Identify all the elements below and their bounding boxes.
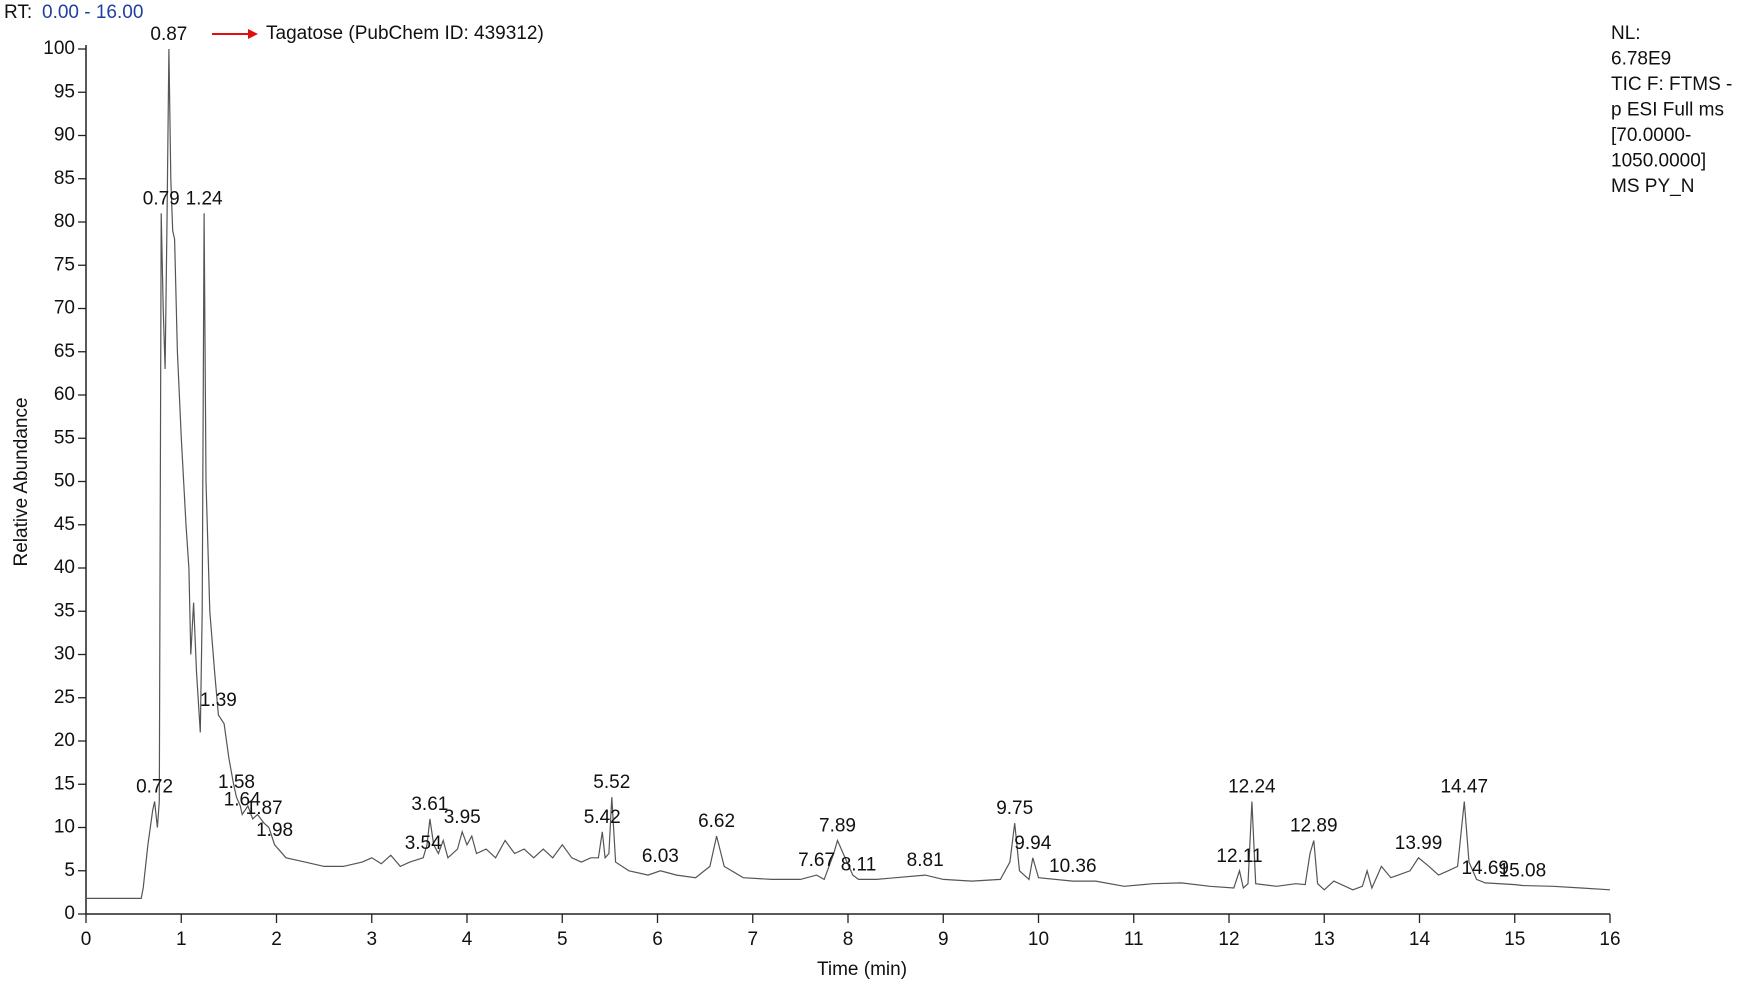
y-tick-label: 70 bbox=[54, 298, 75, 319]
peak-label: 14.69 bbox=[1461, 858, 1509, 879]
peak-label: 5.42 bbox=[584, 807, 621, 828]
x-tick-label: 11 bbox=[1124, 929, 1144, 950]
y-tick-label: 100 bbox=[43, 38, 75, 59]
y-axis-label: Relative Abundance bbox=[11, 397, 32, 566]
peak-label: 5.52 bbox=[593, 772, 630, 793]
y-tick-label: 50 bbox=[54, 471, 75, 492]
peak-label: 7.89 bbox=[819, 815, 856, 836]
annotation: Tagatose (PubChem ID: 439312) bbox=[266, 23, 544, 44]
peak-label: 10.36 bbox=[1049, 856, 1097, 877]
y-tick-label: 0 bbox=[64, 903, 75, 924]
rt-range: 0.00 - 16.00 bbox=[42, 2, 143, 23]
peak-label: 0.79 bbox=[143, 188, 180, 209]
peak-label: 6.03 bbox=[642, 846, 679, 867]
x-tick-label: 8 bbox=[843, 929, 854, 950]
peak-label: 0.72 bbox=[136, 777, 173, 798]
x-tick-label: 3 bbox=[366, 929, 377, 950]
peak-label: 1.58 bbox=[218, 772, 255, 793]
peak-label: 12.89 bbox=[1290, 815, 1338, 836]
peak-label: 1.39 bbox=[200, 690, 237, 711]
x-tick-label: 13 bbox=[1314, 929, 1335, 950]
y-tick-label: 95 bbox=[54, 81, 75, 102]
y-tick-label: 35 bbox=[54, 600, 75, 621]
annotation-arrowhead bbox=[248, 29, 258, 39]
y-tick-label: 15 bbox=[54, 773, 75, 794]
info-line: p ESI Full ms bbox=[1611, 100, 1724, 121]
peak-label: 3.61 bbox=[411, 794, 448, 815]
x-tick-label: 2 bbox=[271, 929, 282, 950]
x-tick-label: 16 bbox=[1599, 929, 1620, 950]
y-tick-label: 5 bbox=[64, 860, 75, 881]
y-tick-label: 90 bbox=[54, 125, 75, 146]
trace bbox=[86, 48, 1611, 899]
x-tick-label: 9 bbox=[938, 929, 949, 950]
peak-label: 3.95 bbox=[444, 807, 481, 828]
y-tick-label: 10 bbox=[54, 817, 75, 838]
x-axis-label: Time (min) bbox=[817, 959, 907, 980]
peak-label: 9.94 bbox=[1014, 833, 1051, 854]
y-tick-label: 25 bbox=[54, 687, 75, 708]
x-tick-label: 12 bbox=[1218, 929, 1239, 950]
x-tick-label: 1 bbox=[176, 929, 187, 950]
peak-label: 1.24 bbox=[186, 188, 223, 209]
rt-label: RT: bbox=[4, 2, 32, 23]
x-tick-label: 14 bbox=[1409, 929, 1431, 950]
peak-label: 13.99 bbox=[1395, 833, 1443, 854]
info-line: 1050.0000] bbox=[1611, 151, 1706, 172]
y-tick-label: 75 bbox=[54, 254, 75, 275]
peak-label: 14.47 bbox=[1440, 777, 1488, 798]
peak-label: 1.87 bbox=[246, 798, 283, 819]
y-tick-label: 65 bbox=[54, 341, 75, 362]
info-line: NL: bbox=[1611, 23, 1641, 44]
peak-label: 0.87 bbox=[150, 24, 187, 45]
x-tick-label: 15 bbox=[1504, 929, 1525, 950]
info-line: TIC F: FTMS - bbox=[1611, 74, 1732, 95]
peak-label: 12.11 bbox=[1216, 846, 1262, 867]
x-tick-label: 6 bbox=[652, 929, 663, 950]
peak-label: 15.08 bbox=[1499, 860, 1547, 881]
peak-label: 1.98 bbox=[256, 820, 293, 841]
info-line: 6.78E9 bbox=[1611, 49, 1671, 70]
y-tick-label: 20 bbox=[54, 730, 75, 751]
peak-label: 8.11 bbox=[841, 854, 877, 875]
y-tick-label: 60 bbox=[54, 384, 75, 405]
peak-label: 9.75 bbox=[996, 798, 1033, 819]
y-tick-label: 30 bbox=[54, 644, 75, 665]
x-tick-label: 5 bbox=[557, 929, 568, 950]
peak-label: 7.67 bbox=[798, 850, 835, 871]
y-tick-label: 85 bbox=[54, 168, 75, 189]
y-tick-label: 80 bbox=[54, 211, 75, 232]
x-tick-label: 0 bbox=[81, 929, 92, 950]
x-tick-label: 10 bbox=[1028, 929, 1049, 950]
y-tick-label: 40 bbox=[54, 557, 75, 578]
info-line: MS PY_N bbox=[1611, 176, 1694, 197]
info-line: [70.0000- bbox=[1611, 125, 1691, 146]
peak-label: 12.24 bbox=[1228, 777, 1276, 798]
peak-label: 1.64 bbox=[224, 790, 261, 811]
peak-label: 3.54 bbox=[405, 833, 442, 854]
y-tick-label: 55 bbox=[54, 427, 75, 448]
y-tick-label: 45 bbox=[54, 514, 75, 535]
peak-label: 6.62 bbox=[698, 811, 735, 832]
x-tick-label: 4 bbox=[462, 929, 473, 950]
x-tick-label: 7 bbox=[747, 929, 758, 950]
peak-label: 8.81 bbox=[907, 850, 944, 871]
